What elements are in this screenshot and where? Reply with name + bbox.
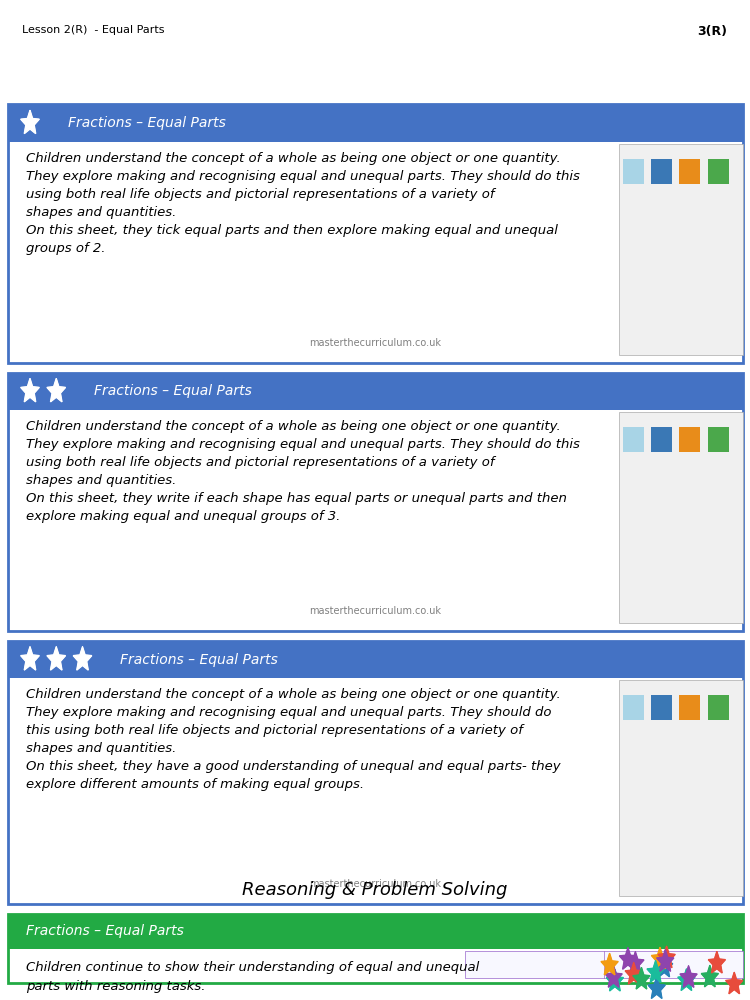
FancyBboxPatch shape xyxy=(8,641,742,904)
Text: 3(R): 3(R) xyxy=(698,25,728,38)
Text: Fractions – Equal Parts: Fractions – Equal Parts xyxy=(94,384,251,398)
Polygon shape xyxy=(652,947,668,969)
Polygon shape xyxy=(21,110,39,134)
Polygon shape xyxy=(657,950,674,971)
Polygon shape xyxy=(21,647,39,670)
Polygon shape xyxy=(606,969,623,991)
Polygon shape xyxy=(726,972,742,994)
Bar xyxy=(8,104,742,142)
Text: Reasoning & Problem Solving: Reasoning & Problem Solving xyxy=(242,881,508,899)
Bar xyxy=(651,695,672,720)
Polygon shape xyxy=(47,647,65,670)
FancyBboxPatch shape xyxy=(8,373,742,631)
Polygon shape xyxy=(601,953,618,975)
Polygon shape xyxy=(633,967,650,989)
Polygon shape xyxy=(620,948,637,969)
Polygon shape xyxy=(656,955,673,977)
Polygon shape xyxy=(701,965,718,987)
Text: Lesson 2(R)  - Equal Parts: Lesson 2(R) - Equal Parts xyxy=(22,25,165,35)
Polygon shape xyxy=(74,647,92,670)
Bar xyxy=(680,427,700,452)
Polygon shape xyxy=(708,951,725,973)
FancyBboxPatch shape xyxy=(619,680,742,896)
Text: masterthecurriculum.co.uk: masterthecurriculum.co.uk xyxy=(309,879,441,889)
Bar xyxy=(651,427,672,452)
Text: Children understand the concept of a whole as being one object or one quantity.
: Children understand the concept of a who… xyxy=(26,420,580,523)
Text: masterthecurriculum.co.uk: masterthecurriculum.co.uk xyxy=(309,338,441,348)
Text: Fractions – Equal Parts: Fractions – Equal Parts xyxy=(68,116,225,130)
FancyBboxPatch shape xyxy=(465,951,742,978)
Bar xyxy=(8,373,742,410)
Bar xyxy=(8,641,742,678)
Polygon shape xyxy=(678,969,695,991)
Polygon shape xyxy=(605,966,622,987)
Bar xyxy=(8,914,742,949)
FancyBboxPatch shape xyxy=(619,144,742,355)
Polygon shape xyxy=(47,378,65,402)
Text: masterthecurriculum.co.uk: masterthecurriculum.co.uk xyxy=(309,606,441,616)
Polygon shape xyxy=(648,977,665,998)
Bar xyxy=(680,159,700,184)
Bar xyxy=(622,427,644,452)
FancyBboxPatch shape xyxy=(8,914,742,983)
Text: Fractions – Equal Parts: Fractions – Equal Parts xyxy=(26,924,184,938)
Bar xyxy=(651,159,672,184)
Polygon shape xyxy=(647,961,664,982)
FancyBboxPatch shape xyxy=(619,412,742,623)
Text: Children understand the concept of a whole as being one object or one quantity.
: Children understand the concept of a who… xyxy=(26,152,580,255)
Polygon shape xyxy=(21,378,39,402)
Polygon shape xyxy=(626,963,642,984)
Bar xyxy=(680,695,700,720)
Text: Fractions – Equal Parts: Fractions – Equal Parts xyxy=(120,653,278,667)
Polygon shape xyxy=(680,966,697,987)
Text: Children continue to show their understanding of equal and unequal
parts with re: Children continue to show their understa… xyxy=(26,961,479,993)
Bar xyxy=(622,695,644,720)
Bar xyxy=(708,427,729,452)
Bar xyxy=(708,695,729,720)
Bar xyxy=(622,159,644,184)
Bar xyxy=(708,159,729,184)
Polygon shape xyxy=(627,952,644,973)
Text: Children understand the concept of a whole as being one object or one quantity.
: Children understand the concept of a who… xyxy=(26,688,561,791)
FancyBboxPatch shape xyxy=(8,104,742,363)
Polygon shape xyxy=(658,946,675,968)
